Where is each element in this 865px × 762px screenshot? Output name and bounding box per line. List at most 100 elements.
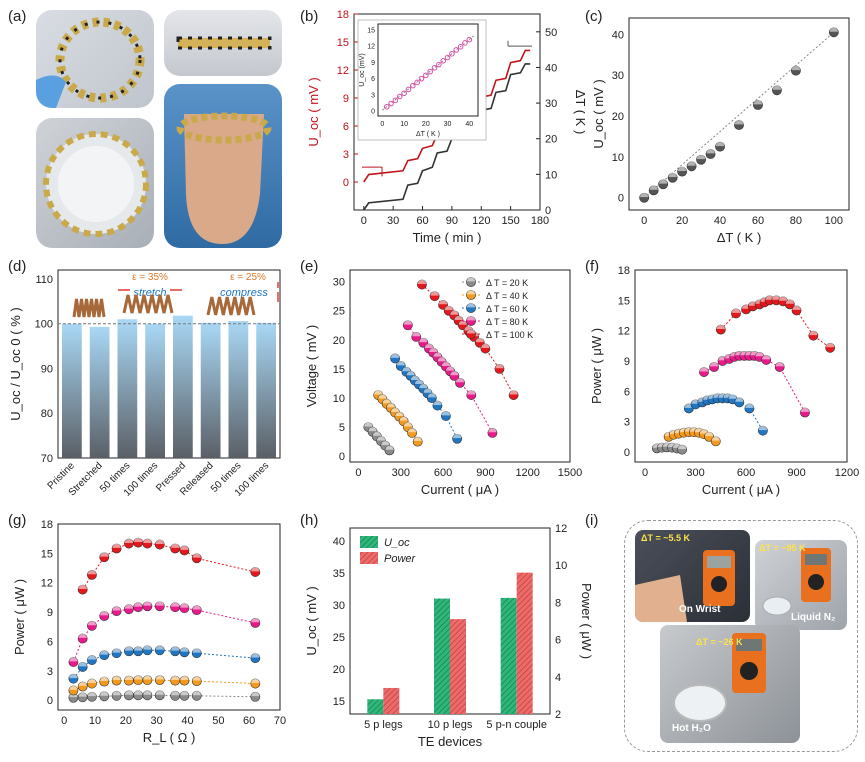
data-point-highlight	[100, 650, 109, 655]
data-point-highlight	[772, 85, 782, 90]
legend-label-uoc: U_oc	[384, 537, 410, 549]
data-point-highlight	[180, 647, 189, 652]
plot-frame	[57, 269, 281, 459]
y-tick-label-right: 2	[555, 709, 561, 721]
y-tick-label: 40	[612, 29, 624, 41]
data-point-highlight	[444, 305, 453, 311]
panel-label-e: (e)	[300, 258, 319, 275]
y-tick-label-right: 10	[545, 169, 557, 181]
data-point-highlight	[745, 403, 754, 408]
chart-c: 0 20 40 60 80 100 0 10 20 30 40 ΔT ( K ) U_oc ( mV )	[591, 17, 850, 245]
y-tick-label-left: 15	[337, 37, 349, 49]
data-point-highlight	[775, 362, 784, 367]
legend-label: Δ T = 40 K	[486, 291, 528, 301]
y-tick-label-left: 35	[333, 568, 345, 580]
bar-uoc	[367, 699, 384, 714]
data-point-highlight	[87, 655, 97, 660]
data-point-highlight	[133, 675, 143, 680]
data-point-highlight	[414, 379, 424, 385]
x-tick-label: 120	[472, 215, 490, 227]
data-point-highlight	[78, 692, 87, 697]
legend-swatch-power	[360, 552, 378, 564]
data-point-highlight	[699, 429, 709, 434]
y-tick-label: 0	[618, 193, 624, 205]
chart-e: 0 300 600 900 1200 1500 0 5 10 15 20 25 30 Current ( …	[304, 269, 582, 497]
x-tick-label: 900	[787, 467, 805, 479]
data-point-highlight	[762, 355, 771, 360]
inset-point	[405, 86, 412, 93]
x-tick-label: 0	[361, 215, 367, 227]
plot-frame	[353, 13, 541, 211]
y-tick-label-left: 9	[343, 93, 349, 105]
panel-label-d: (d)	[8, 258, 27, 275]
data-point-highlight	[677, 166, 687, 171]
chart-h: 15 20 25 30 35 40 2 4 6 8 10 12 5 p legs 10 p legs 5 p…	[304, 523, 594, 749]
data-point-highlight	[155, 601, 164, 606]
data-point-highlight	[87, 678, 97, 683]
spring-icon	[206, 296, 256, 316]
spring-icon	[72, 298, 106, 318]
data-point-highlight	[706, 149, 715, 154]
data-point-highlight	[735, 397, 744, 402]
x-tick-label: 20	[676, 215, 688, 227]
data-point-highlight	[716, 324, 726, 330]
inset-y-tick-label: 12	[367, 44, 375, 51]
y-tick-label: 15	[618, 295, 630, 307]
series-line	[720, 299, 831, 349]
y-tick-label: 15	[333, 364, 345, 376]
y-tick-label-left: 0	[343, 177, 349, 189]
y-tick-label-right: 30	[545, 98, 557, 110]
y-tick-label-left: 40	[333, 536, 345, 548]
bar	[173, 315, 193, 458]
data-point-highlight	[87, 691, 97, 697]
data-point-highlight	[825, 343, 835, 348]
y-axis-label-left: U_oc ( mV )	[306, 77, 321, 146]
data-point-highlight	[424, 343, 434, 348]
data-point-highlight	[452, 433, 462, 439]
data-point-highlight	[112, 691, 121, 696]
data-point-highlight	[488, 428, 497, 433]
panel-label-i: (i)	[585, 512, 599, 529]
y-tick-label-right: 8	[555, 597, 561, 609]
data-point-highlight	[454, 315, 463, 321]
inset-point	[444, 54, 451, 61]
x-tick-label: 60	[752, 215, 764, 227]
inset-point	[449, 50, 455, 57]
chart-g: 0 10 20 30 40 50 60 70 0 3 6 9 12 15 18 R_L ( Ω ) Power …	[12, 519, 286, 745]
data-point-highlight	[778, 296, 788, 301]
data-point-highlight	[381, 440, 390, 446]
photo-bracelet-held	[36, 10, 154, 108]
data-point-highlight	[800, 407, 810, 412]
data-point-highlight	[406, 371, 415, 376]
data-point-highlight	[143, 538, 152, 543]
data-point-highlight	[734, 120, 744, 125]
x-tick-label: 30	[387, 215, 399, 227]
data-point-highlight	[709, 362, 719, 367]
panel-label-c: (c)	[585, 8, 603, 25]
inset-point	[409, 82, 416, 89]
data-point-highlight	[755, 352, 764, 357]
y-tick-label-left: 25	[333, 632, 345, 644]
legend-label-power: Power	[384, 553, 417, 565]
data-point-highlight	[78, 662, 87, 667]
data-point-highlight	[155, 675, 164, 680]
left-axis-arrow	[362, 166, 383, 177]
legend-label: Δ T = 80 K	[486, 317, 528, 327]
y-tick-label: 5	[339, 422, 345, 434]
data-point-highlight	[133, 646, 143, 651]
data-point-highlight	[419, 337, 428, 343]
data-point-highlight	[180, 545, 189, 550]
y-tick-label: 90	[41, 363, 53, 375]
data-point-highlight	[668, 172, 677, 178]
x-tick-label: 150	[501, 215, 519, 227]
data-point-highlight	[458, 320, 468, 325]
x-tick-label: 1200	[835, 467, 859, 479]
legend-marker-highlight	[466, 290, 476, 295]
y-tick-label-left: 6	[343, 121, 349, 133]
data-point-highlight	[809, 330, 818, 336]
y-tick-label: 0	[624, 447, 630, 459]
y-tick-label: 15	[41, 548, 53, 560]
y-tick-label-left: 20	[333, 664, 345, 676]
y-tick-label-left: 30	[333, 600, 345, 612]
data-point-highlight	[441, 411, 451, 416]
